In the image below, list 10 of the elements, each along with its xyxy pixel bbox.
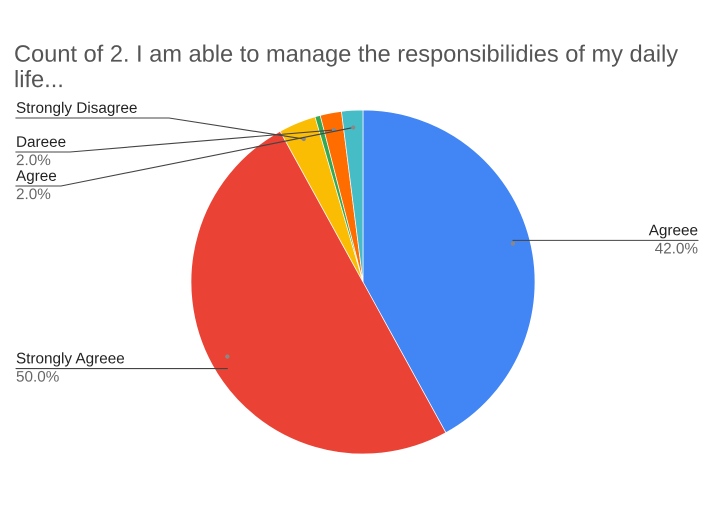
data-label: 42.0%	[655, 242, 698, 254]
slice-label: Agree	[16, 170, 56, 184]
slice-label: Dareee	[17, 136, 66, 147]
slice-label: Strongly Agreee	[16, 352, 124, 367]
chart-title: Count of 2. I am able to manage the responsibilidies of my daily life...	[15, 44, 678, 88]
data-label: 2.0%	[16, 154, 50, 166]
data-label: 50.0%	[16, 370, 59, 382]
slice-label: Agreee	[648, 224, 698, 238]
slice-label: Strongly Disagree	[16, 102, 137, 116]
data-label: 2.0%	[16, 188, 50, 200]
